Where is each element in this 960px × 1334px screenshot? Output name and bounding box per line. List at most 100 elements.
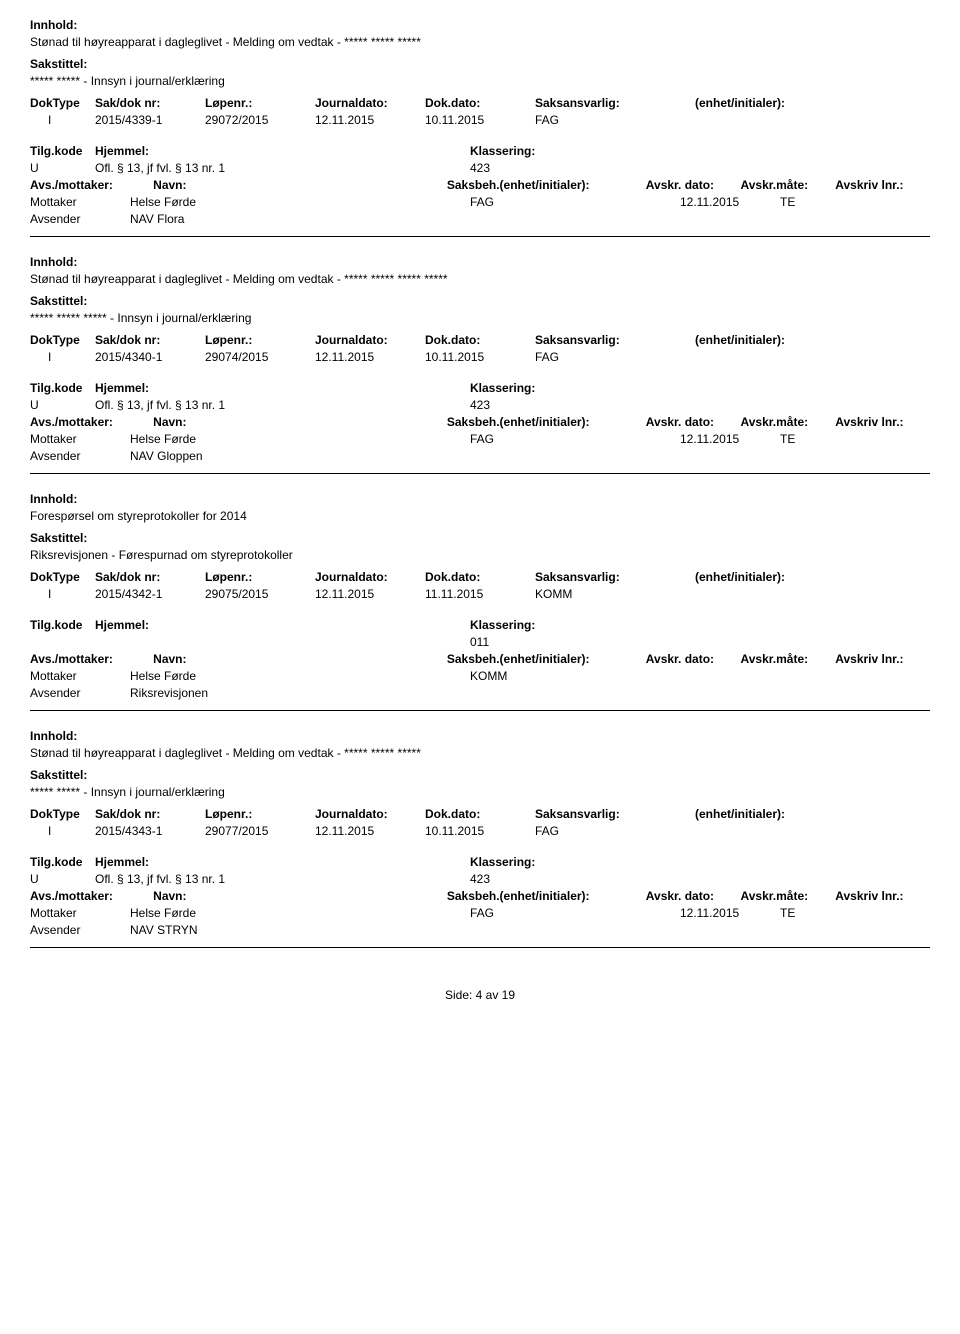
party-avskrdato [680, 686, 780, 700]
doktype-value: I [30, 350, 95, 364]
entry-divider [30, 947, 930, 948]
party-fag [470, 686, 680, 700]
avskrdato-label: Avskr. dato: [646, 889, 741, 903]
enhet-label: (enhet/initialer): [695, 570, 855, 584]
party-avskrdato [680, 212, 780, 226]
party-avskrmate: TE [780, 906, 880, 920]
saksansvarlig-value: KOMM [535, 587, 695, 601]
entry-divider [30, 473, 930, 474]
journal-entry: Innhold:Stønad til høyreapparat i dagleg… [30, 10, 930, 226]
klassering-label: Klassering: [470, 618, 920, 632]
party-name: Helse Førde [130, 432, 470, 446]
sakstittel-value: ***** ***** ***** - Innsyn i journal/erk… [30, 311, 930, 325]
tilgkode-value: U [30, 398, 95, 412]
party-avskrmate: TE [780, 432, 880, 446]
party-fag [470, 212, 680, 226]
sakdok-value: 2015/4339-1 [95, 113, 205, 127]
doktype-value: I [30, 113, 95, 127]
klassering-value: 011 [470, 635, 920, 649]
party-name: Riksrevisjonen [130, 686, 470, 700]
lopenr-value: 29074/2015 [205, 350, 315, 364]
hjemmel-label: Hjemmel: [95, 381, 470, 395]
party-row: MottakerHelse FørdeFAG12.11.2015TE [30, 195, 930, 209]
saksbeh-label: Saksbeh.(enhet/initialer): [447, 889, 646, 903]
hjemmel-value [95, 635, 470, 649]
klassering-label: Klassering: [470, 381, 920, 395]
lopenr-value: 29077/2015 [205, 824, 315, 838]
sakdok-label: Sak/dok nr: [95, 96, 205, 110]
sakstittel-label: Sakstittel: [30, 294, 930, 308]
meta-header-row: DokTypeSak/dok nr:Løpenr.:Journaldato:Do… [30, 807, 930, 821]
saksansvarlig-value: FAG [535, 824, 695, 838]
doktype-value: I [30, 587, 95, 601]
sakdok-value: 2015/4340-1 [95, 350, 205, 364]
navn-label: Navn: [153, 889, 447, 903]
klassering-value: 423 [470, 161, 920, 175]
meta-value-row: I2015/4339-129072/201512.11.201510.11.20… [30, 113, 930, 127]
party-avskrmate [780, 923, 880, 937]
party-avskrmate: TE [780, 195, 880, 209]
party-fag [470, 923, 680, 937]
party-avskrmate [780, 212, 880, 226]
party-avskrmate [780, 669, 880, 683]
sakstittel-value: ***** ***** - Innsyn i journal/erklæring [30, 74, 930, 88]
party-role: Avsender [30, 686, 130, 700]
tilgkode-value: U [30, 872, 95, 886]
avskrdato-label: Avskr. dato: [646, 652, 741, 666]
tilg-value-row: UOfl. § 13, jf fvl. § 13 nr. 1423 [30, 872, 930, 886]
sakstittel-value: ***** ***** - Innsyn i journal/erklæring [30, 785, 930, 799]
party-row: AvsenderNAV Gloppen [30, 449, 930, 463]
dokdato-label: Dok.dato: [425, 333, 535, 347]
klassering-value: 423 [470, 398, 920, 412]
klassering-label: Klassering: [470, 855, 920, 869]
tilgkode-label: Tilg.kode [30, 381, 95, 395]
tilgkode-label: Tilg.kode [30, 144, 95, 158]
sakstittel-label: Sakstittel: [30, 768, 930, 782]
navn-label: Navn: [153, 415, 447, 429]
hjemmel-value: Ofl. § 13, jf fvl. § 13 nr. 1 [95, 872, 470, 886]
avskrdato-label: Avskr. dato: [646, 415, 741, 429]
enhet-value [695, 824, 855, 838]
party-name: NAV Flora [130, 212, 470, 226]
entry-divider [30, 236, 930, 237]
tilg-header-row: Tilg.kodeHjemmel:Klassering: [30, 618, 930, 632]
tilgkode-value: U [30, 161, 95, 175]
navn-label: Navn: [153, 178, 447, 192]
party-name: Helse Førde [130, 669, 470, 683]
party-avskrdato [680, 923, 780, 937]
party-fag: FAG [470, 432, 680, 446]
tilgkode-label: Tilg.kode [30, 618, 95, 632]
enhet-value [695, 113, 855, 127]
meta-header-row: DokTypeSak/dok nr:Løpenr.:Journaldato:Do… [30, 333, 930, 347]
dokdato-value: 10.11.2015 [425, 824, 535, 838]
journal-entry: Innhold:Forespørsel om styreprotokoller … [30, 484, 930, 700]
party-role: Mottaker [30, 669, 130, 683]
enhet-label: (enhet/initialer): [695, 807, 855, 821]
sakstittel-label: Sakstittel: [30, 57, 930, 71]
hjemmel-value: Ofl. § 13, jf fvl. § 13 nr. 1 [95, 398, 470, 412]
lopenr-label: Løpenr.: [205, 807, 315, 821]
dokdato-value: 11.11.2015 [425, 587, 535, 601]
journaldato-label: Journaldato: [315, 333, 425, 347]
journaldato-value: 12.11.2015 [315, 350, 425, 364]
party-name: Helse Førde [130, 906, 470, 920]
enhet-value [695, 587, 855, 601]
party-avskrdato: 12.11.2015 [680, 906, 780, 920]
saksbeh-label: Saksbeh.(enhet/initialer): [447, 415, 646, 429]
party-fag [470, 449, 680, 463]
party-row: MottakerHelse FørdeFAG12.11.2015TE [30, 906, 930, 920]
party-avskrdato: 12.11.2015 [680, 432, 780, 446]
enhet-label: (enhet/initialer): [695, 333, 855, 347]
party-role: Mottaker [30, 906, 130, 920]
sakdok-value: 2015/4342-1 [95, 587, 205, 601]
enhet-value [695, 350, 855, 364]
sakdok-label: Sak/dok nr: [95, 807, 205, 821]
entry-divider [30, 710, 930, 711]
dokdato-value: 10.11.2015 [425, 113, 535, 127]
avsmottaker-label: Avs./mottaker: [30, 652, 153, 666]
avskrivlnr-label: Avskriv lnr.: [835, 178, 930, 192]
doktype-label: DokType [30, 807, 95, 821]
avsmottaker-label: Avs./mottaker: [30, 415, 153, 429]
party-row: MottakerHelse FørdeKOMM [30, 669, 930, 683]
journaldato-value: 12.11.2015 [315, 824, 425, 838]
